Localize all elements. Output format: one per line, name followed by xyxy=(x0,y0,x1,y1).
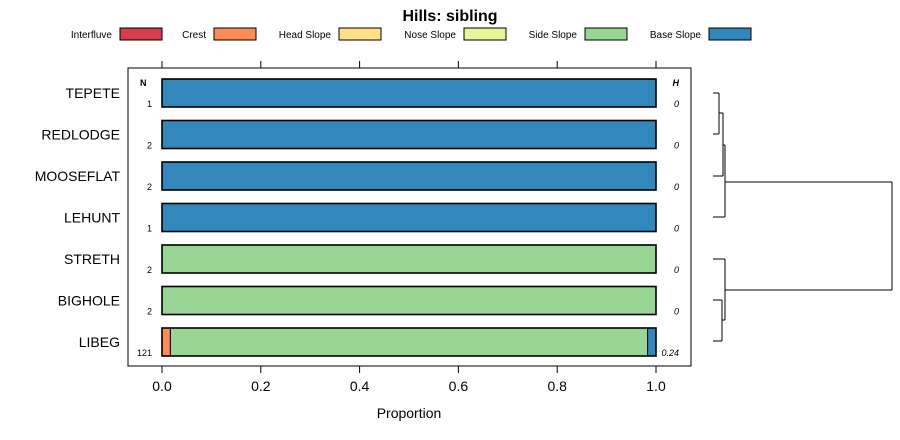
row-h-redlodge: 0 xyxy=(674,141,679,151)
legend-label-crest: Crest xyxy=(182,30,206,41)
row-n-libeg: 121 xyxy=(137,348,152,358)
bar-outline-lehunt xyxy=(161,202,657,233)
legend: Interfluve Crest Head Slope Nose Slope Side … xyxy=(71,27,752,41)
x-axis-label: Proportion xyxy=(377,405,442,421)
bar-outline-redlodge xyxy=(161,119,657,150)
row-h-tepete: 0 xyxy=(674,99,679,109)
row-h-mooseflat: 0 xyxy=(674,182,679,192)
bar-segment-mooseflat-base-slope xyxy=(161,161,657,191)
bar-segment-tepete-base-slope xyxy=(161,78,657,108)
legend-label-base-slope: Base Slope xyxy=(650,30,702,41)
legend-swatch-head-slope xyxy=(338,27,382,41)
x-tick-label-0: 0.0 xyxy=(152,378,172,394)
row-n-bighole: 2 xyxy=(147,307,152,317)
x-tick-label-1: 0.2 xyxy=(251,378,271,394)
legend-label-side-slope: Side Slope xyxy=(529,30,578,41)
row-n-streth: 2 xyxy=(147,265,152,275)
chart-title: Hills: sibling xyxy=(402,8,497,25)
legend-label-nose-slope: Nose Slope xyxy=(404,30,456,41)
legend-label-interfluve: Interfluve xyxy=(71,30,113,41)
row-label-redlodge: REDLODGE xyxy=(41,127,120,143)
x-axis: 0.0 0.2 0.4 0.6 0.8 1.0 xyxy=(152,61,666,394)
h-column-header: H xyxy=(673,78,680,88)
legend-swatch-interfluve xyxy=(119,27,163,41)
bar-segment-bighole-side-slope xyxy=(161,286,657,315)
bar-segment-redlodge-base-slope xyxy=(161,120,657,149)
row-h-bighole: 0 xyxy=(674,307,679,317)
row-label-tepete: TEPETE xyxy=(66,85,120,101)
row-label-mooseflat: MOOSEFLAT xyxy=(35,168,121,184)
bar-outline-libeg xyxy=(161,327,657,357)
row-label-lehunt: LEHUNT xyxy=(64,210,120,226)
bar-outline-tepete xyxy=(161,78,657,108)
x-tick-label-5: 1.0 xyxy=(646,378,666,394)
legend-swatch-base-slope xyxy=(708,27,752,41)
bar-outline-bighole xyxy=(161,285,657,316)
row-n-redlodge: 2 xyxy=(147,141,152,151)
bar-segment-streth-side-slope xyxy=(161,244,657,274)
bar-segment-libeg-crest xyxy=(161,327,171,357)
legend-swatch-crest xyxy=(213,27,257,41)
row-n-tepete: 1 xyxy=(147,99,152,109)
x-tick-label-4: 0.8 xyxy=(547,378,567,394)
row-h-lehunt: 0 xyxy=(674,224,679,234)
n-column-header: N xyxy=(140,78,147,88)
x-tick-label-3: 0.6 xyxy=(449,378,469,394)
legend-swatch-nose-slope xyxy=(463,27,507,41)
row-label-streth: STRETH xyxy=(64,251,120,267)
dendrogram xyxy=(713,92,893,342)
row-label-libeg: LIBEG xyxy=(79,334,120,350)
row-n-lehunt: 1 xyxy=(147,224,152,234)
bar-outline-streth xyxy=(161,244,657,274)
bar-segment-lehunt-base-slope xyxy=(161,203,657,232)
bar-outline-mooseflat xyxy=(161,161,657,191)
row-n-mooseflat: 2 xyxy=(147,182,152,192)
x-tick-label-2: 0.4 xyxy=(350,378,370,394)
bar-segment-libeg-side-slope xyxy=(169,327,649,357)
legend-label-head-slope: Head Slope xyxy=(279,30,332,41)
legend-swatch-side-slope xyxy=(584,27,628,41)
row-labels-group: TEPETE 1 0 REDLODGE 2 0 MOOSEFLAT 2 0 LEHUNT 1 0 STR… xyxy=(35,85,679,358)
row-h-streth: 0 xyxy=(674,265,679,275)
row-h-libeg: 0.24 xyxy=(661,348,679,358)
bars-group xyxy=(161,78,657,357)
row-label-bighole: BIGHOLE xyxy=(58,293,120,309)
plot-frame xyxy=(127,67,692,367)
bar-segment-libeg-base-slope xyxy=(647,327,657,357)
